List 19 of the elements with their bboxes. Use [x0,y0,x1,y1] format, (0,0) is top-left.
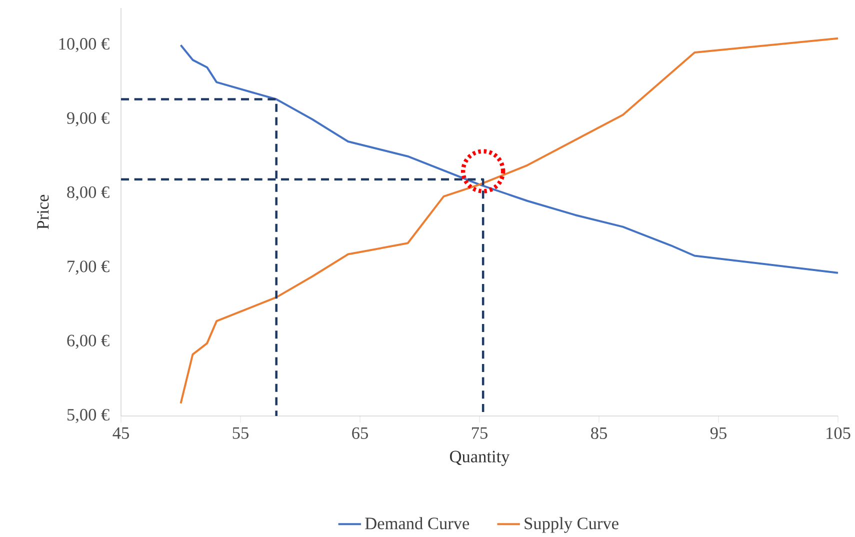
y-tick-label: 8,00 € [67,186,110,201]
x-tick-label: 95 [710,427,726,439]
y-axis-title: Price [37,194,49,230]
y-tick-label: 6,00 € [67,334,110,349]
x-tick-label: 105 [826,427,850,440]
legend-label: Supply Curve [524,517,618,533]
line-series [180,37,839,404]
x-tick-label: 45 [112,427,129,439]
x-tick-label: 65 [352,427,368,439]
x-tick-label: 85 [591,427,607,440]
y-tick-label: 10,00 € [59,38,110,52]
legend-label: Demand Curve [365,517,470,530]
x-tick-label: 55 [232,427,248,439]
y-tick-label: 5,00 € [67,408,110,424]
y-tick-label: 9,00 € [67,112,110,126]
line-series [180,44,839,274]
x-axis-title: Quantity [450,450,510,466]
y-tick-label: 7,00 € [68,260,110,275]
x-tick-label: 75 [472,427,488,439]
